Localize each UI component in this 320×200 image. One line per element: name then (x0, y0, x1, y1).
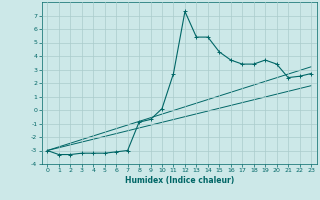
X-axis label: Humidex (Indice chaleur): Humidex (Indice chaleur) (124, 176, 234, 185)
